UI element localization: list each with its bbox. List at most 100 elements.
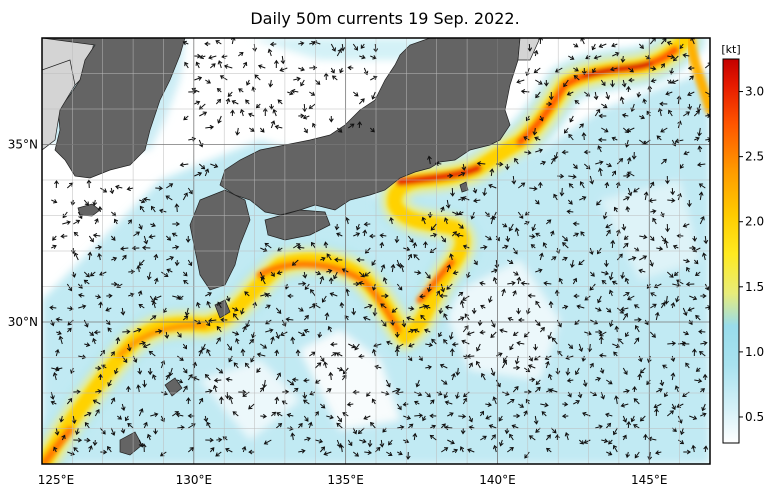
- current-vector-arrow: [275, 423, 283, 429]
- current-vector-arrow: [589, 283, 596, 291]
- current-vector-arrow: [600, 79, 606, 87]
- colorbar-tick-label: 0.5: [745, 410, 764, 424]
- current-vector-arrow: [174, 259, 180, 267]
- current-vector-arrow: [114, 367, 119, 375]
- current-vector-arrow: [605, 223, 613, 229]
- current-vector-arrow: [595, 307, 602, 312]
- current-vector-arrow: [137, 367, 143, 375]
- current-vector-arrow: [627, 295, 635, 301]
- current-vector-arrow: [56, 330, 62, 336]
- current-vector-arrow: [440, 206, 445, 213]
- lon-axis: 125°E 130°E 135°E 140°E 145°E: [38, 473, 668, 487]
- current-vector-arrow: [315, 270, 322, 276]
- current-vector-arrow: [594, 108, 601, 117]
- current-vector-arrow: [502, 391, 510, 396]
- current-vector-arrow: [329, 292, 338, 297]
- current-vector-arrow: [303, 415, 309, 422]
- current-vector-arrow: [583, 439, 591, 444]
- current-vector-arrow: [682, 307, 688, 317]
- current-vector-arrow: [302, 399, 310, 405]
- current-vector-arrow: [440, 423, 446, 429]
- current-vector-arrow: [187, 447, 194, 453]
- current-vector-arrow: [142, 245, 151, 251]
- current-vector-arrow: [523, 331, 530, 338]
- current-vector-arrow: [444, 304, 453, 310]
- current-vector-arrow: [334, 223, 340, 231]
- current-vector-arrow: [697, 162, 706, 168]
- current-vector-arrow: [687, 91, 695, 97]
- current-vector-arrow: [127, 219, 132, 225]
- current-vector-arrow: [92, 337, 97, 345]
- current-vector-arrow: [606, 162, 613, 168]
- current-vector-arrow: [302, 271, 308, 279]
- current-vector-arrow: [280, 331, 288, 337]
- current-vector-arrow: [676, 279, 684, 285]
- current-vector-arrow: [71, 415, 77, 424]
- current-vector-arrow: [275, 372, 281, 381]
- current-vector-arrow: [422, 415, 427, 422]
- current-vector-arrow: [136, 265, 142, 273]
- current-vector-arrow: [215, 98, 222, 105]
- current-vector-arrow: [88, 331, 95, 336]
- current-vector-arrow: [184, 307, 190, 317]
- current-vector-arrow: [597, 145, 602, 153]
- current-vector-arrow: [489, 168, 495, 177]
- current-vector-arrow: [292, 387, 299, 393]
- current-vector-arrow: [357, 427, 365, 435]
- current-vector-arrow: [547, 331, 553, 340]
- current-vector-arrow: [488, 424, 497, 429]
- current-vector-arrow: [75, 427, 80, 436]
- current-vector-arrow: [622, 415, 628, 423]
- current-vector-arrow: [199, 54, 206, 60]
- current-vector-arrow: [165, 195, 173, 201]
- current-vector-arrow: [581, 132, 587, 141]
- current-vector-arrow: [681, 341, 690, 347]
- current-vector-arrow: [638, 355, 643, 363]
- current-vector-arrow: [185, 235, 191, 243]
- current-vector-arrow: [537, 181, 543, 189]
- current-vector-arrow: [580, 231, 585, 237]
- current-vector-arrow: [533, 49, 539, 57]
- current-vector-arrow: [286, 412, 294, 418]
- current-vector-arrow: [415, 379, 421, 388]
- current-vector-arrow: [260, 343, 268, 349]
- current-vector-arrow: [529, 186, 538, 191]
- current-vector-arrow: [326, 388, 332, 393]
- current-vector-arrow: [353, 232, 361, 237]
- current-vector-arrow: [595, 424, 603, 430]
- current-vector-arrow: [205, 124, 215, 130]
- current-vector-arrow: [352, 43, 359, 51]
- current-vector-arrow: [233, 362, 239, 369]
- current-vector-arrow: [581, 355, 587, 362]
- current-vector-arrow: [649, 259, 654, 267]
- current-vector-arrow: [414, 413, 423, 418]
- current-vector-arrow: [227, 91, 233, 97]
- current-vector-arrow: [300, 79, 305, 87]
- current-vector-arrow: [563, 79, 569, 88]
- current-vector-arrow: [201, 343, 206, 351]
- current-vector-arrow: [353, 281, 360, 287]
- current-vector-arrow: [366, 391, 371, 397]
- current-vector-arrow: [394, 332, 400, 338]
- current-vector-arrow: [656, 246, 664, 251]
- current-vector-arrow: [371, 91, 376, 100]
- current-vector-arrow: [116, 415, 123, 420]
- current-vector-arrow: [137, 290, 143, 297]
- current-vector-arrow: [379, 233, 387, 238]
- current-vector-arrow: [545, 434, 551, 441]
- current-vector-arrow: [667, 198, 676, 203]
- current-vector-arrow: [578, 343, 584, 353]
- current-vector-arrow: [660, 127, 668, 133]
- current-vector-arrow: [407, 253, 413, 261]
- current-vector-arrow: [462, 397, 468, 405]
- current-vector-arrow: [583, 163, 591, 170]
- current-vector-arrow: [429, 247, 437, 253]
- current-vector-arrow: [73, 252, 79, 261]
- current-vector-arrow: [420, 314, 426, 321]
- current-vector-arrow: [480, 244, 488, 250]
- current-vector-arrow: [310, 288, 316, 297]
- current-vector-arrow: [501, 360, 507, 369]
- current-vector-arrow: [328, 371, 334, 381]
- current-vector-arrow: [88, 445, 93, 453]
- current-vector-arrow: [595, 376, 602, 382]
